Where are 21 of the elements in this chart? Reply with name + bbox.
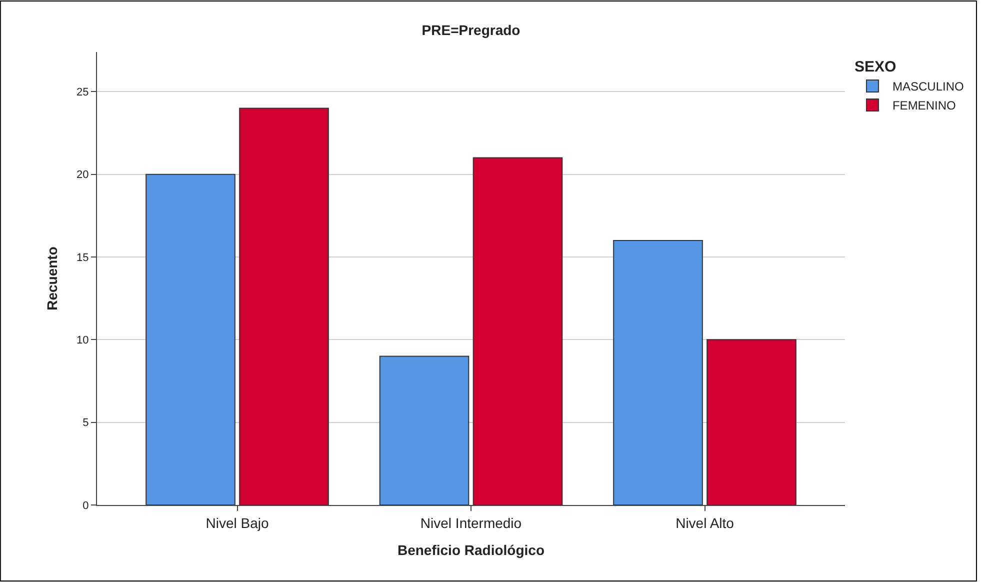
legend-label: MASCULINO — [892, 80, 964, 94]
bar — [613, 240, 703, 505]
y-tick-label: 25 — [76, 86, 89, 99]
x-tick-label: Nivel Bajo — [206, 514, 269, 531]
y-tick-label: 5 — [82, 417, 89, 430]
y-tick-label: 0 — [82, 500, 89, 512]
legend-label: FEMENINO — [892, 98, 956, 113]
bar — [239, 108, 329, 505]
x-tick-label: Nivel Alto — [676, 514, 734, 531]
bar — [706, 339, 796, 505]
x-tick-label: Nivel Intermedio — [420, 514, 522, 531]
legend-title: SEXO — [854, 58, 896, 76]
bar — [146, 174, 236, 505]
chart-title: PRE=Pregrado — [422, 22, 520, 38]
x-axis-title: Beneficio Radiológico — [397, 542, 545, 558]
y-tick-label: 15 — [76, 252, 89, 264]
y-tick-label: 10 — [76, 334, 89, 347]
bar — [379, 356, 470, 505]
y-axis-title: Recuento — [44, 246, 60, 310]
bar — [472, 157, 563, 505]
y-tick-label: 20 — [76, 169, 89, 182]
